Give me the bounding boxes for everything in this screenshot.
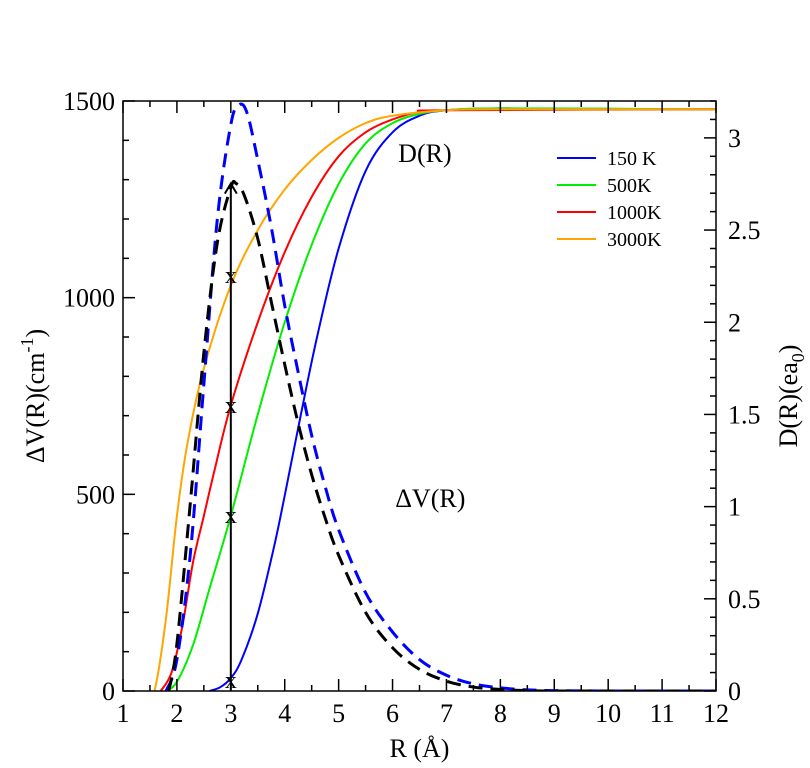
x-marker: x — [225, 668, 237, 694]
x-tick-label: 5 — [332, 699, 345, 728]
annotation-d-r: D(R) — [398, 139, 451, 168]
annotation-v-r: ΔV(R) — [395, 484, 465, 513]
y-tick-label-right: 2 — [728, 308, 741, 337]
potential-line-blue — [164, 102, 716, 691]
x-marker: x — [225, 503, 237, 529]
y-tick-label-right: 3 — [728, 124, 741, 153]
legend-label-1000k: 1000K — [607, 202, 662, 224]
x-tick-label: 11 — [650, 699, 675, 728]
x-marker: x — [225, 263, 237, 289]
arrow-head — [223, 181, 238, 195]
y-tick-label-right: 2.5 — [728, 216, 761, 245]
x-axis-label: R (Å) — [390, 734, 450, 763]
x-tick-label: 12 — [703, 699, 729, 728]
y-tick-label-right: 1.5 — [728, 400, 761, 429]
x-tick-label: 10 — [595, 699, 621, 728]
series-layer — [148, 102, 716, 691]
y-axis-label-left: ΔV(R)(cm-1) — [17, 329, 50, 463]
y-tick-label-right: 0 — [728, 677, 741, 706]
y-tick-label-left: 500 — [76, 480, 115, 509]
legend-label-150-k: 150 K — [607, 148, 657, 170]
x-tick-label: 7 — [440, 699, 453, 728]
axes-layer — [122, 100, 717, 692]
x-marker: x — [225, 393, 237, 419]
x-tick-label: 3 — [224, 699, 237, 728]
y-tick-label-right: 1 — [728, 493, 741, 522]
potential-line-black — [167, 179, 716, 691]
y-tick-label-left: 1500 — [63, 87, 115, 116]
legend: 150 K 500K 1000K 3000K — [557, 148, 662, 251]
legend-label-500k: 500K — [607, 175, 652, 197]
y-tick-label-left: 0 — [102, 677, 115, 706]
x-tick-label: 4 — [278, 699, 291, 728]
y-axis-label-right: D(R)(ea0) — [774, 345, 808, 448]
x-tick-label: 8 — [494, 699, 507, 728]
y-tick-label-right: 0.5 — [728, 585, 761, 614]
x-tick-label: 6 — [386, 699, 399, 728]
x-tick-label: 1 — [117, 699, 130, 728]
x-tick-label: 9 — [548, 699, 561, 728]
legend-label-3000k: 3000K — [607, 229, 662, 251]
x-tick-label: 2 — [170, 699, 183, 728]
y-tick-label-left: 1000 — [63, 284, 115, 313]
